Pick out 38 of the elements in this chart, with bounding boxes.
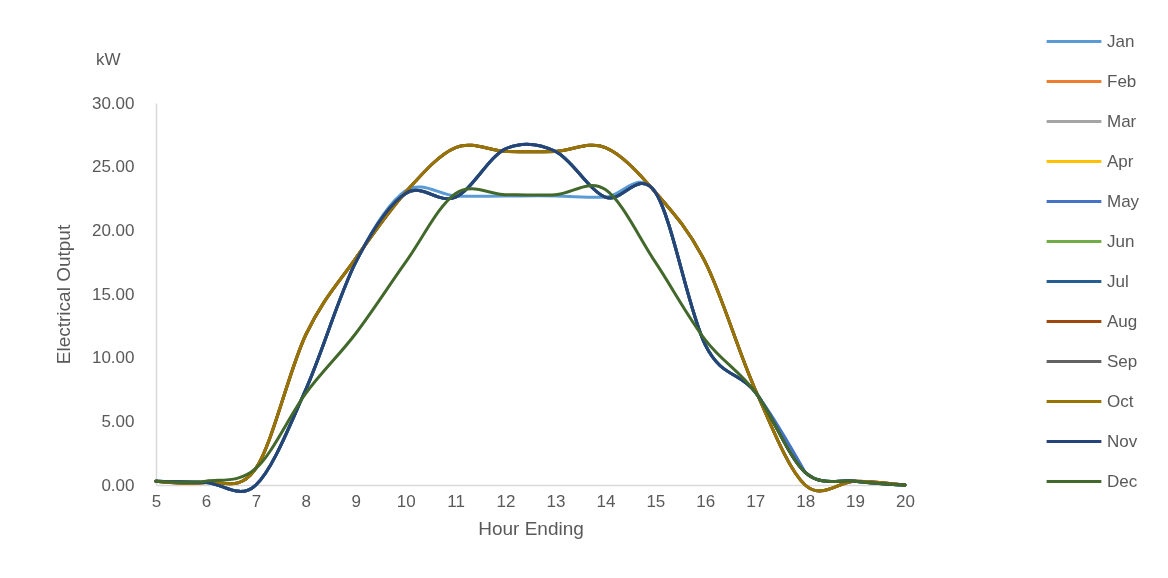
x-tick-label: 18 (796, 491, 816, 511)
legend-label: Jan (1107, 31, 1135, 51)
y-tick-label: 30.00 (91, 93, 135, 113)
x-tick-label: 10 (396, 491, 416, 511)
x-tick-label: 5 (151, 491, 162, 511)
x-axis-title: Hour Ending (478, 517, 584, 539)
legend-label: Oct (1107, 391, 1134, 411)
y-tick-label: 15.00 (91, 284, 135, 304)
x-tick-label: 17 (746, 491, 766, 511)
legend-label: Mar (1107, 111, 1137, 131)
y-tick-label: 20.00 (91, 220, 135, 240)
legend-label: Jun (1107, 231, 1135, 251)
legend-label: Sep (1107, 351, 1138, 371)
x-tick-label: 12 (496, 491, 516, 511)
x-tick-label: 13 (546, 491, 566, 511)
x-tick-label: 7 (251, 491, 262, 511)
y-tick-label: 25.00 (91, 157, 135, 177)
y-tick-label: 0.00 (101, 475, 135, 495)
x-tick-label: 19 (846, 491, 866, 511)
legend-label: Feb (1107, 71, 1137, 91)
legend-label: Apr (1107, 151, 1134, 171)
x-tick-label: 16 (696, 491, 716, 511)
x-tick-label: 6 (201, 491, 212, 511)
legend-label: Dec (1107, 471, 1138, 491)
y-tick-label: 5.00 (101, 411, 135, 431)
x-tick-label: 14 (596, 491, 616, 511)
legend-label: Aug (1107, 311, 1138, 331)
x-tick-label: 20 (896, 491, 915, 511)
x-tick-label: 11 (447, 491, 465, 511)
x-tick-label: 9 (351, 491, 361, 511)
legend-label: Jul (1107, 271, 1129, 291)
x-tick-label: 8 (301, 491, 312, 511)
x-tick-label: 15 (646, 491, 666, 511)
legend-label: May (1107, 191, 1140, 211)
legend-label: Nov (1107, 431, 1138, 451)
text: kW (96, 50, 121, 70)
y-tick-label: 10.00 (91, 348, 135, 368)
y-axis-title: Electrical Output (52, 224, 74, 365)
